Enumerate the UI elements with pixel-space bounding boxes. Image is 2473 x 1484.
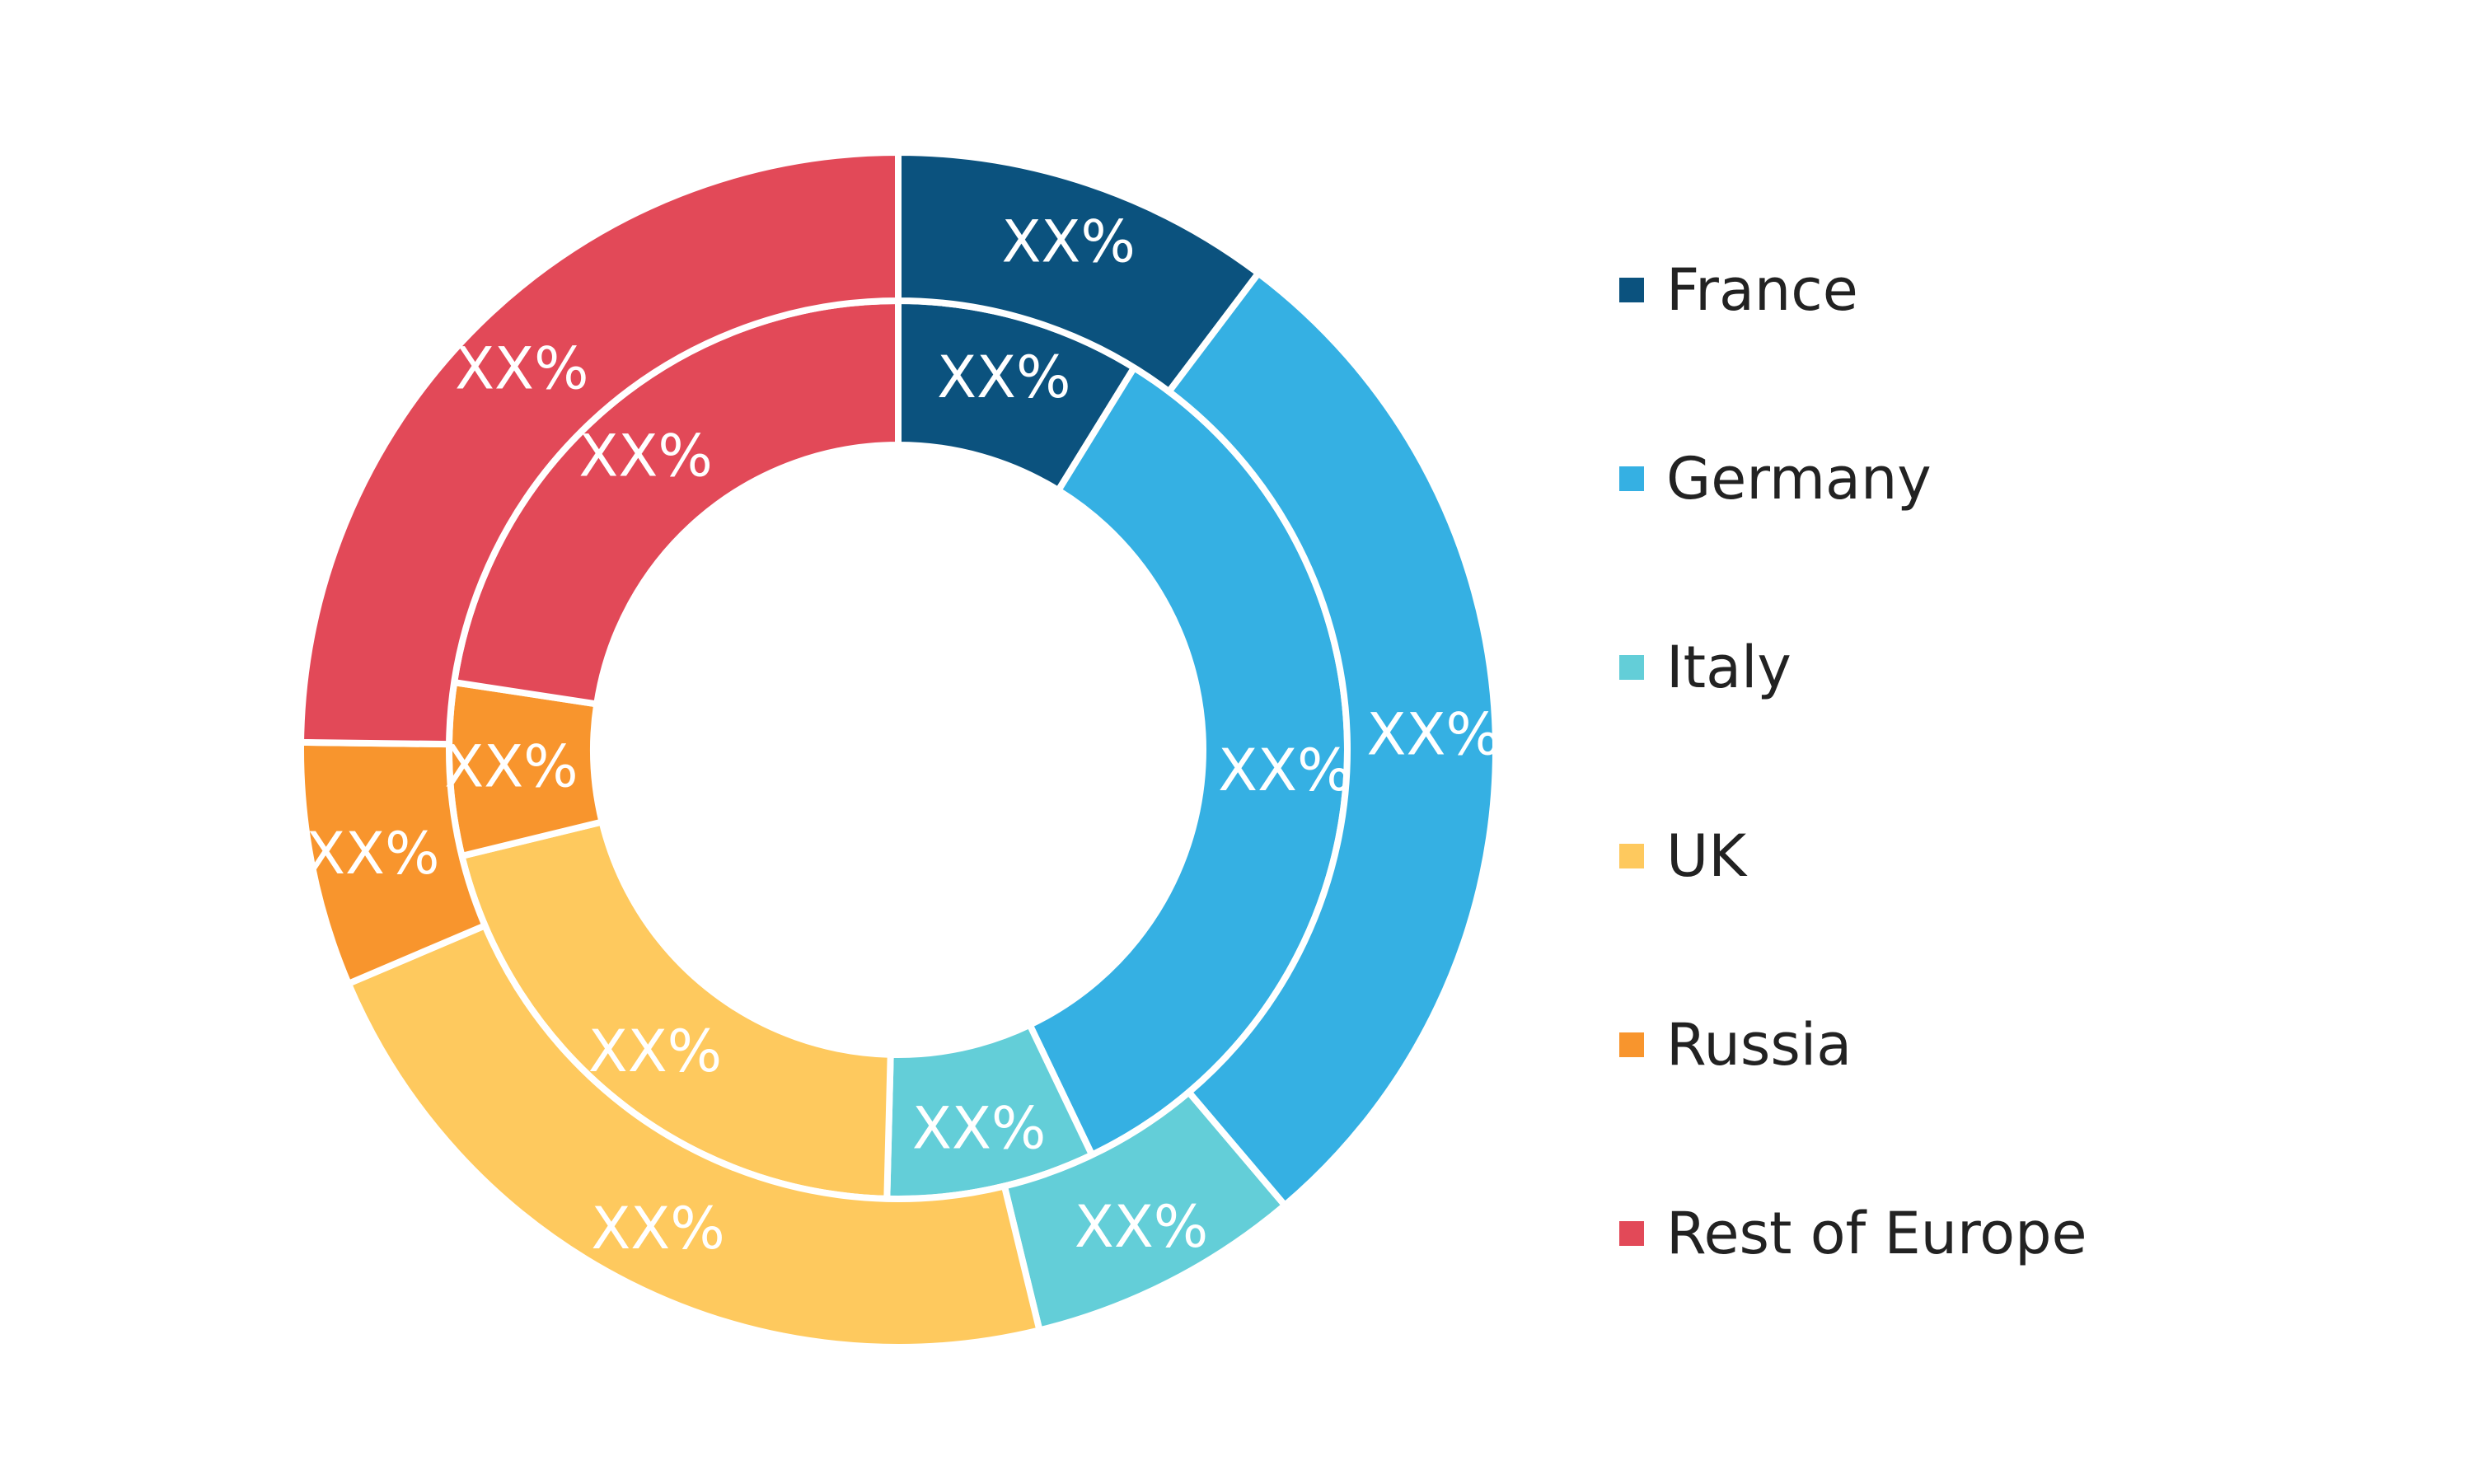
inner-ring-label-russia: XX% xyxy=(444,733,578,801)
legend-label-italy: Italy xyxy=(1666,634,1792,701)
inner-ring-label-uk: XX% xyxy=(588,1018,722,1085)
legend-label-uk: UK xyxy=(1666,822,1748,890)
legend-label-france: France xyxy=(1666,256,1858,324)
inner-ring-label-france: XX% xyxy=(937,344,1070,411)
legend-swatch-germany xyxy=(1619,466,1644,491)
donut-rings xyxy=(297,148,1499,1351)
legend-swatch-russia xyxy=(1619,1032,1644,1057)
outer-ring-label-russia: XX% xyxy=(306,820,439,887)
legend: France Germany Italy UK Russia Rest of Europe xyxy=(1619,256,2087,1267)
outer-ring-label-germany: XX% xyxy=(1367,701,1501,769)
inner-ring-label-rest-of-europe: XX% xyxy=(578,423,712,490)
legend-swatch-italy xyxy=(1619,655,1644,680)
outer-ring-segment-germany xyxy=(1164,268,1499,1210)
inner-ring-label-germany: XX% xyxy=(1218,737,1351,804)
outer-ring-label-italy: XX% xyxy=(1075,1193,1208,1261)
legend-label-rest-of-europe: Rest of Europe xyxy=(1666,1200,2087,1267)
inner-ring-label-italy: XX% xyxy=(912,1095,1046,1163)
outer-ring-segment-rest-of-europe xyxy=(297,148,902,748)
legend-swatch-rest-of-europe xyxy=(1619,1221,1644,1246)
segment-labels: XX%XX%XX%XX%XX%XX%XX%XX%XX%XX%XX%XX% xyxy=(306,208,1501,1262)
outer-ring-label-uk: XX% xyxy=(591,1195,724,1262)
legend-label-germany: Germany xyxy=(1666,445,1932,513)
outer-ring-label-france: XX% xyxy=(1001,208,1135,276)
legend-swatch-uk xyxy=(1619,844,1644,868)
outer-ring-label-rest-of-europe: XX% xyxy=(455,335,588,403)
legend-label-russia: Russia xyxy=(1666,1011,1852,1079)
legend-swatch-france xyxy=(1619,278,1644,302)
outer-ring-segment-uk xyxy=(344,921,1044,1351)
